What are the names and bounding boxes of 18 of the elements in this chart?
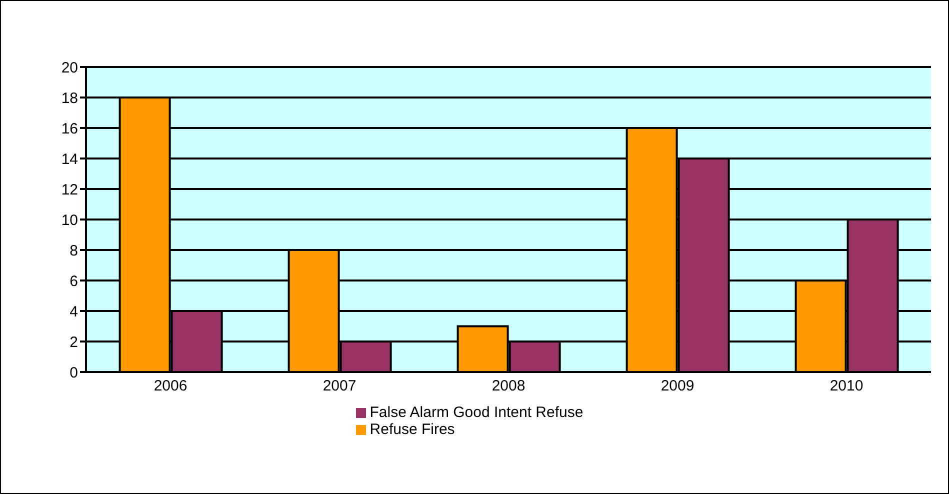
y-tick-label: 20 <box>61 59 78 76</box>
y-tick-label: 14 <box>61 150 78 168</box>
y-tick-label: 16 <box>61 120 78 138</box>
x-tick-label: 2006 <box>154 378 188 395</box>
y-tick-label: 12 <box>61 181 78 198</box>
x-tick-label: 2008 <box>492 378 526 395</box>
x-tick-label: 2007 <box>322 378 356 395</box>
x-tick-label: 2009 <box>660 378 694 395</box>
y-tick-label: 10 <box>61 212 78 229</box>
legend-label: False Alarm Good Intent Refuse <box>370 404 584 421</box>
y-tick-label: 8 <box>70 242 78 260</box>
y-tick-label: 4 <box>70 303 78 320</box>
legend-label: Refuse Fires <box>370 421 455 438</box>
y-tick-label: 18 <box>61 90 78 107</box>
y-tick-label: 6 <box>70 272 78 290</box>
y-tick-label: 2 <box>70 334 78 351</box>
x-tick-label: 2010 <box>830 378 864 395</box>
y-tick-label: 0 <box>70 364 78 382</box>
